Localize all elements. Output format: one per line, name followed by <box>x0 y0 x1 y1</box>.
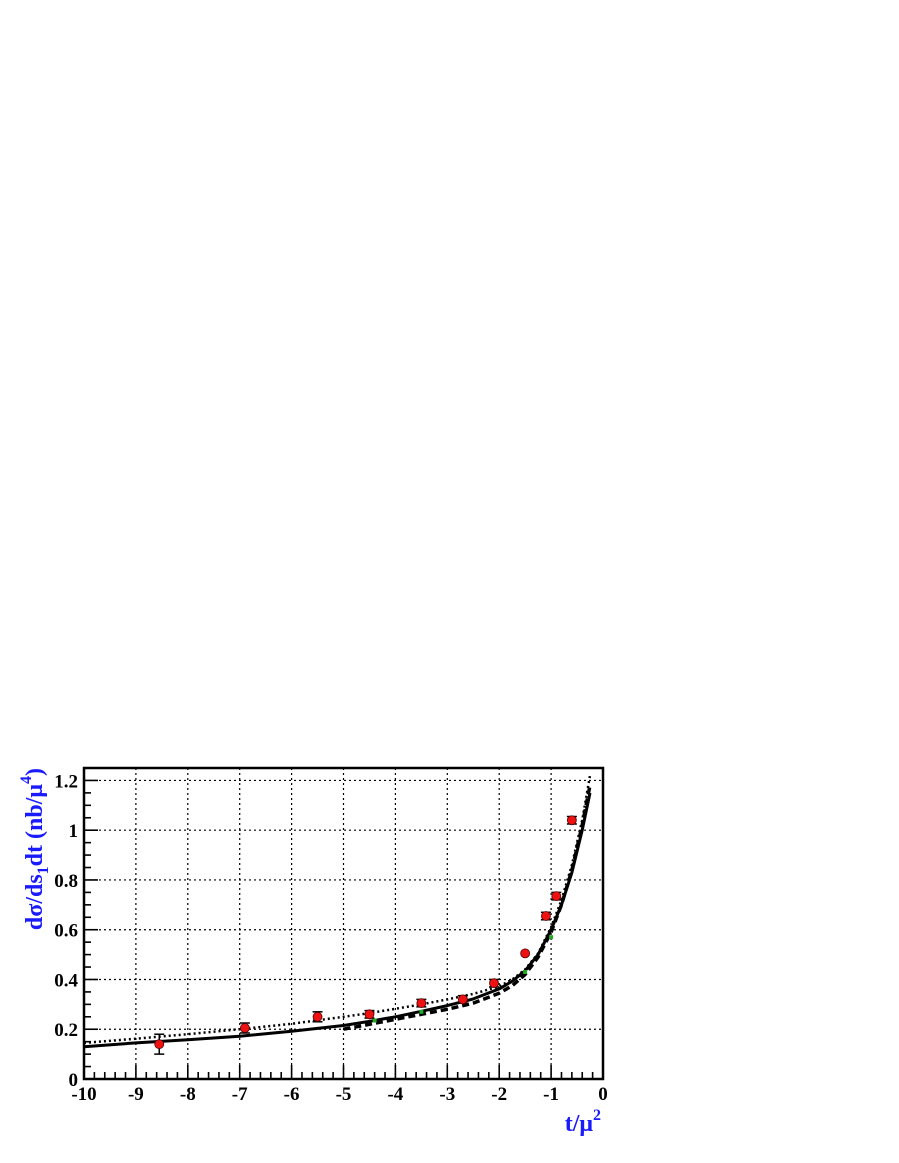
x-tick-label-7: -3 <box>439 1084 455 1105</box>
x-tick-label-6: -4 <box>387 1084 403 1105</box>
data-point-4 <box>416 998 427 1009</box>
y-tick-label-6: 1.2 <box>54 771 78 792</box>
x-tick-label-4: -6 <box>284 1084 300 1105</box>
axis-ticks <box>83 767 604 1080</box>
data-point-2 <box>312 1011 323 1022</box>
x-axis-title-base: t/μ <box>565 1111 594 1137</box>
y-axis-title-part2: dt (nb/μ <box>22 784 48 867</box>
data-point-3 <box>364 1009 375 1020</box>
data-point-5 <box>457 994 468 1005</box>
x-tick-label-2: -8 <box>180 1084 196 1105</box>
green-marker-4 <box>549 935 554 940</box>
grid-lines <box>84 768 603 1079</box>
y-axis-title: dσ/ds1dt (nb/μ4) <box>18 768 52 930</box>
curve-dashed <box>343 785 592 1031</box>
x-tick-label-3: -7 <box>232 1084 248 1105</box>
data-points <box>154 815 577 1055</box>
data-point-8 <box>541 911 551 921</box>
x-tick-label-5: -5 <box>336 1084 352 1105</box>
x-axis-title-sup: 2 <box>593 1107 601 1124</box>
y-axis-title-sub: 1 <box>35 866 52 874</box>
green-marker-1 <box>419 1009 424 1014</box>
y-axis-title-sup: 4 <box>18 776 35 784</box>
y-tick-labels: 0 0.2 0.4 0.6 0.8 1 1.2 <box>54 771 78 1091</box>
x-tick-label-9: -1 <box>543 1084 559 1105</box>
data-point-0 <box>154 1039 165 1050</box>
data-point-6 <box>489 978 499 989</box>
x-tick-label-8: -2 <box>491 1084 507 1105</box>
x-axis-title: t/μ2 <box>565 1107 601 1137</box>
data-point-1 <box>239 1023 250 1033</box>
x-tick-label-10: 0 <box>598 1084 608 1105</box>
data-point-10 <box>566 815 577 826</box>
y-tick-label-3: 0.6 <box>54 921 78 942</box>
data-point-7 <box>520 948 531 959</box>
data-point-9 <box>551 891 562 902</box>
y-tick-label-2: 0.4 <box>54 970 78 991</box>
y-tick-label-4: 0.8 <box>54 871 78 892</box>
x-tick-label-1: -9 <box>128 1084 144 1105</box>
y-tick-label-5: 1 <box>69 821 79 842</box>
y-axis-title-part1: dσ/ds <box>22 874 48 930</box>
green-marker-0 <box>372 1018 377 1023</box>
x-tick-label-0: -10 <box>71 1084 96 1105</box>
y-tick-label-1: 0.2 <box>54 1020 78 1041</box>
y-tick-label-0: 0 <box>69 1070 79 1091</box>
x-tick-labels: -10 -9 -8 -7 -6 -5 -4 -3 -2 -1 0 <box>71 1084 607 1105</box>
y-axis-title-part3: ) <box>22 768 48 776</box>
green-marker-3 <box>523 970 528 975</box>
